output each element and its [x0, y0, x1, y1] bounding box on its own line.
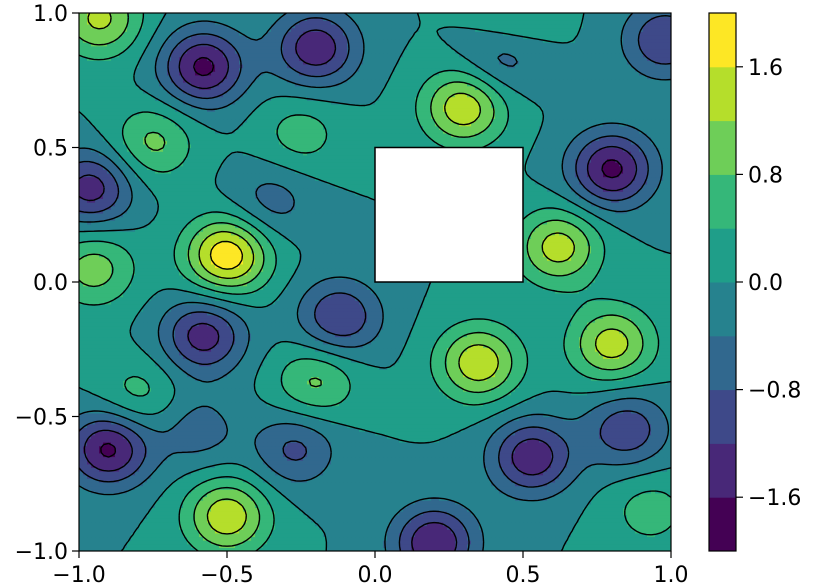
colorbar-band: [709, 120, 736, 175]
y-tick-label: −1.0: [15, 540, 68, 565]
x-tick-label: 1.0: [654, 563, 689, 588]
y-tick-label: 0.5: [33, 137, 68, 162]
colorbar-tick-label: 0.8: [748, 163, 783, 188]
colorbar-band: [709, 282, 736, 337]
x-tick-label: −0.5: [200, 563, 253, 588]
x-tick-label: 0.0: [358, 563, 393, 588]
contour-line: [79, 15, 671, 551]
colorbar-band: [709, 66, 736, 122]
colorbar-band: [709, 228, 736, 283]
colorbar-band: [709, 389, 736, 444]
masked-region: [374, 146, 524, 283]
colorbar-tick-label: −0.8: [748, 379, 801, 404]
colorbar-bands: [709, 13, 736, 552]
contour-lines: [79, 13, 671, 551]
colorbar-band: [709, 443, 736, 498]
colorbar: −1.6 −0.8 0.0 0.8 1.6: [708, 12, 801, 552]
colorbar-band: [709, 497, 736, 552]
colorbar-band: [709, 13, 736, 68]
x-tick-label: 0.5: [506, 563, 541, 588]
contour-line: [79, 13, 671, 551]
colorbar-ticks: −1.6 −0.8 0.0 0.8 1.6: [736, 56, 801, 511]
y-tick-label: 1.0: [33, 2, 68, 27]
contour-line: [79, 29, 638, 551]
contour-line: [87, 13, 629, 535]
colorbar-band: [709, 174, 736, 229]
colorbar-band: [709, 335, 736, 391]
colorbar-tick-label: 0.0: [748, 271, 783, 296]
x-axis: −1.0 −0.5 0.0 0.5 1.0: [52, 551, 689, 588]
colorbar-tick-label: −1.6: [748, 486, 801, 511]
x-tick-label: −1.0: [52, 563, 105, 588]
y-tick-label: 0.0: [33, 271, 68, 296]
contour-line: [79, 13, 644, 547]
y-tick-label: −0.5: [15, 406, 68, 431]
contour-line: [100, 56, 623, 458]
colorbar-tick-label: 1.6: [748, 56, 783, 81]
plot-area: [78, 12, 672, 552]
y-axis: −1.0 −0.5 0.0 0.5 1.0: [15, 2, 79, 565]
contour-line: [209, 240, 244, 270]
